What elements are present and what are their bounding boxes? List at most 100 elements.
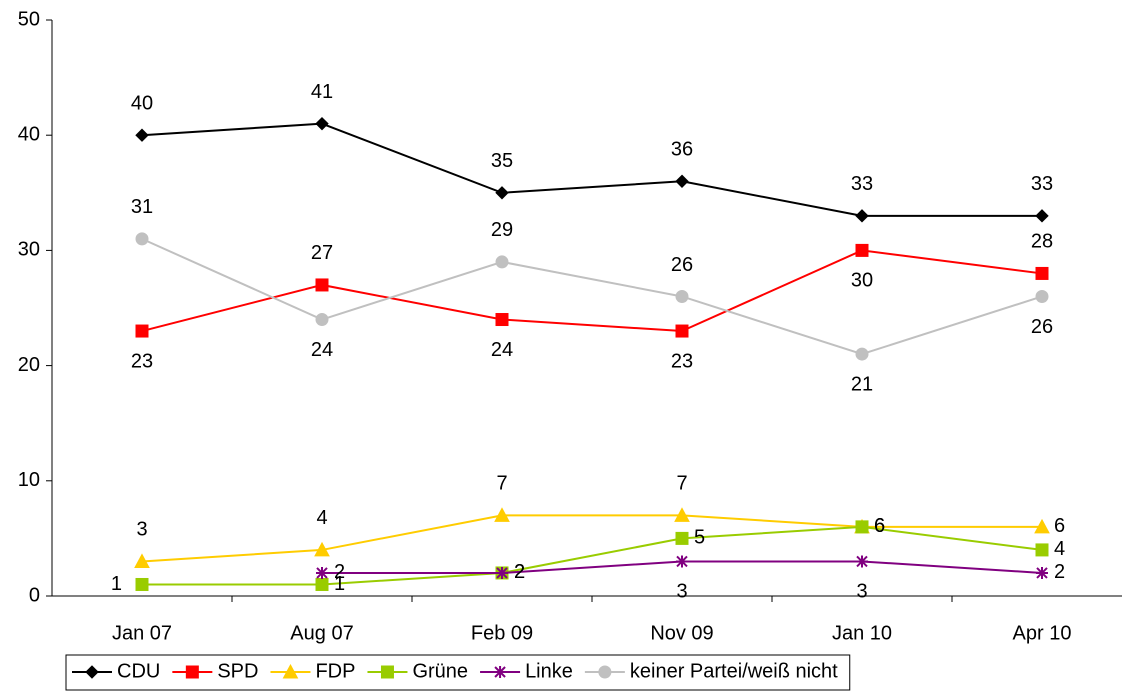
marker (316, 566, 328, 579)
marker (315, 278, 329, 292)
marker (1035, 209, 1049, 223)
data-label: 2 (334, 561, 345, 583)
legend-label: CDU (117, 660, 160, 682)
legend-label: Grüne (412, 660, 468, 682)
marker (185, 665, 199, 679)
line (142, 525, 1043, 586)
data-label: 26 (1031, 316, 1053, 338)
x-tick-label: Apr 10 (1013, 622, 1072, 644)
marker (675, 289, 689, 303)
y-tick-label: 20 (18, 354, 40, 376)
marker (134, 553, 150, 568)
marker (856, 555, 868, 568)
legend-label: keiner Partei/weiß nicht (630, 660, 838, 682)
data-label: 4 (1054, 538, 1065, 560)
series: 40 41 35 36 33 33 (131, 81, 1053, 223)
data-label: 1 (111, 573, 122, 595)
marker (135, 128, 149, 142)
data-label: 33 (851, 173, 873, 195)
marker (1035, 543, 1049, 557)
data-label: 31 (131, 196, 153, 218)
marker (1035, 266, 1049, 280)
marker (855, 209, 869, 223)
marker (495, 313, 509, 327)
y-tick-label: 50 (18, 8, 40, 30)
data-label: 7 (676, 473, 687, 495)
legend-label: FDP (315, 660, 355, 682)
marker (314, 541, 330, 557)
legend: CDU SPD FDP Grüne Linke keiner Partei/weiß ni… (65, 654, 851, 691)
line (141, 237, 1043, 356)
line (141, 514, 1042, 563)
data-label: 40 (131, 92, 153, 114)
data-label: 1 (334, 573, 345, 595)
marker (1034, 518, 1050, 534)
marker (598, 665, 612, 679)
data-label: 41 (311, 81, 333, 103)
marker (315, 577, 329, 591)
data-label: 4 (316, 507, 327, 529)
data-label: 29 (491, 219, 513, 241)
x-tick-label: Aug 07 (290, 622, 353, 644)
marker (495, 186, 509, 200)
data-label: 26 (671, 254, 693, 276)
data-label: 3 (676, 581, 687, 603)
data-label: 3 (856, 581, 867, 603)
data-label: 5 (694, 527, 705, 549)
data-label: 28 (1031, 231, 1053, 253)
marker (855, 520, 869, 534)
series: 2 2 3 3 2 (316, 555, 1065, 603)
marker (676, 555, 688, 568)
y-tick-label: 30 (18, 239, 40, 261)
y-tick-label: 10 (18, 469, 40, 491)
line (141, 122, 1042, 217)
data-label: 23 (131, 350, 153, 372)
series: 23 27 24 23 30 28 (131, 231, 1053, 373)
data-label: 24 (491, 339, 513, 361)
data-label: 2 (514, 561, 525, 583)
marker (315, 313, 329, 327)
x-tick-label: Nov 09 (650, 622, 713, 644)
marker (135, 232, 149, 246)
marker (494, 666, 507, 678)
data-label: 30 (851, 270, 873, 292)
marker (855, 347, 869, 361)
x-tick-label: Jan 10 (832, 622, 892, 644)
data-label: 3 (136, 519, 147, 541)
marker (494, 507, 510, 522)
marker (674, 507, 690, 522)
y-tick-label: 40 (18, 123, 40, 145)
data-label: 23 (671, 350, 693, 372)
y-tick-label: 0 (29, 584, 40, 606)
marker (85, 665, 99, 679)
marker (135, 577, 149, 591)
marker (496, 566, 508, 579)
marker (315, 116, 329, 131)
marker (380, 665, 394, 679)
x-tick-label: Jan 07 (112, 622, 172, 644)
marker (495, 255, 509, 269)
data-label: 24 (311, 339, 333, 361)
data-label: 6 (874, 515, 885, 537)
data-label: 6 (874, 515, 885, 537)
data-label: 7 (496, 473, 507, 495)
data-label: 6 (1054, 515, 1065, 537)
data-label: 2 (1054, 561, 1065, 583)
legend-label: SPD (217, 660, 258, 682)
line (141, 249, 1043, 333)
marker (675, 174, 689, 188)
data-label: 21 (851, 373, 873, 395)
legend-label: Linke (525, 660, 573, 682)
marker (1036, 566, 1048, 579)
data-label: 27 (311, 242, 333, 264)
marker (282, 663, 299, 679)
marker (1035, 289, 1049, 303)
data-label: 35 (491, 150, 513, 172)
marker (135, 324, 149, 338)
marker (855, 243, 869, 257)
x-tick-label: Feb 09 (471, 622, 533, 644)
series: 31 24 29 26 21 26 (131, 196, 1053, 395)
marker (675, 324, 689, 338)
marker (675, 531, 689, 545)
